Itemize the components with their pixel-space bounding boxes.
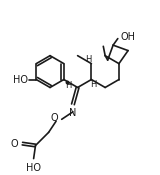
- Text: H: H: [85, 55, 92, 64]
- Text: OH: OH: [121, 32, 136, 42]
- Text: O: O: [50, 113, 58, 123]
- Text: N: N: [69, 108, 77, 118]
- Text: O: O: [10, 139, 18, 149]
- Text: H: H: [65, 81, 72, 90]
- Text: HO: HO: [26, 163, 41, 173]
- Text: HO: HO: [13, 75, 28, 85]
- Text: H: H: [90, 80, 96, 89]
